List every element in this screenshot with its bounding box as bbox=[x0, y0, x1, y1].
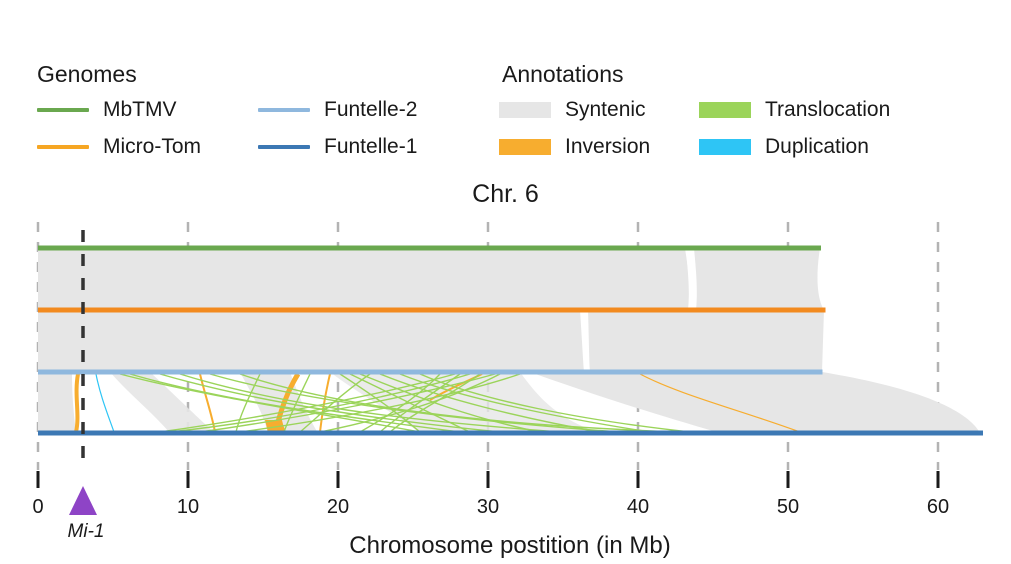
syntenic-block-funtelle2-funtelle1-d bbox=[240, 372, 318, 433]
legend-swatch bbox=[699, 139, 751, 155]
x-tick-label: 0 bbox=[32, 496, 43, 518]
x-axis-label: Chromosome postition (in Mb) bbox=[349, 532, 670, 559]
gap-line bbox=[581, 311, 587, 371]
inversion bbox=[199, 373, 216, 433]
mi-1-marker-triangle bbox=[69, 486, 97, 515]
syntenic-block-funtelle2-funtelle1-b bbox=[530, 372, 980, 433]
duplication-ribbons bbox=[95, 373, 115, 433]
legend-item-funtelle-1: Funtelle-1 bbox=[258, 135, 417, 159]
legend-item-micro-tom: Micro-Tom bbox=[37, 135, 201, 159]
legend-swatch bbox=[499, 102, 551, 118]
legend-label: Funtelle-2 bbox=[324, 98, 418, 121]
translocation bbox=[419, 373, 691, 433]
chromosome-tracks bbox=[38, 245, 983, 436]
legend-label: Micro-Tom bbox=[103, 135, 201, 158]
translocation bbox=[359, 373, 541, 433]
translocation bbox=[379, 373, 601, 433]
legend-item-syntenic: Syntenic bbox=[499, 98, 646, 122]
translocation bbox=[235, 373, 261, 433]
legend-label: MbTMV bbox=[103, 98, 177, 121]
legend-swatch bbox=[37, 145, 89, 149]
x-tick-label: 10 bbox=[177, 496, 199, 518]
legend-item-inversion: Inversion bbox=[499, 135, 650, 159]
legend-item-duplication: Duplication bbox=[699, 135, 869, 159]
chart-title: Chr. 6 bbox=[472, 180, 539, 208]
syntenic-block-microtom-funtelle2-end bbox=[588, 310, 824, 372]
legend-label: Duplication bbox=[765, 135, 869, 158]
legend-swatch bbox=[499, 139, 551, 155]
legend-label: Syntenic bbox=[565, 98, 646, 121]
legend-label: Funtelle-1 bbox=[324, 135, 418, 158]
translocation bbox=[239, 373, 521, 433]
legend-genomes-title: Genomes bbox=[37, 61, 137, 87]
x-axis: 0 10 20 30 40 50 60 bbox=[32, 471, 949, 518]
legend-item-funtelle-2: Funtelle-2 bbox=[258, 98, 417, 122]
legend-item-mbtmv: MbTMV bbox=[37, 98, 177, 122]
legend-label: Translocation bbox=[765, 98, 891, 121]
x-tick-label: 50 bbox=[777, 496, 799, 518]
translocation bbox=[159, 373, 501, 433]
x-tick-label: 60 bbox=[927, 496, 949, 518]
syntenic-block-funtelle2-funtelle1-c bbox=[110, 372, 215, 433]
syntenic-ribbons bbox=[38, 248, 980, 433]
translocation bbox=[179, 373, 561, 433]
legend-annotations-title: Annotations bbox=[502, 61, 624, 87]
syntenic-block-mbtmv-microtom-end bbox=[694, 248, 824, 310]
translocation-ribbons bbox=[119, 373, 691, 433]
mi-1-marker-label: Mi-1 bbox=[68, 521, 105, 542]
inversion bbox=[74, 373, 80, 433]
gap-line bbox=[691, 249, 697, 310]
translocation bbox=[159, 373, 456, 433]
duplication bbox=[95, 373, 115, 433]
syntenic-gaps bbox=[581, 249, 697, 371]
legend-swatch bbox=[258, 145, 310, 149]
syntenic-block-microtom-funtelle2 bbox=[38, 310, 584, 372]
legend-item-translocation: Translocation bbox=[699, 98, 890, 122]
translocation bbox=[299, 373, 371, 433]
gap-line bbox=[685, 249, 692, 310]
x-tick-label: 30 bbox=[477, 496, 499, 518]
legend-label: Inversion bbox=[565, 135, 651, 158]
translocation bbox=[129, 373, 461, 433]
legend-swatch bbox=[37, 108, 89, 112]
translocation bbox=[339, 373, 421, 433]
translocation bbox=[319, 373, 501, 433]
x-tick-label: 20 bbox=[327, 496, 349, 518]
translocation bbox=[169, 373, 471, 433]
x-tick-label: 40 bbox=[627, 496, 649, 518]
syntenic-block-funtelle2-funtelle1-a bbox=[38, 372, 76, 433]
translocation bbox=[379, 373, 461, 433]
translocation bbox=[283, 373, 311, 433]
translocation bbox=[199, 373, 496, 433]
legend-swatch bbox=[258, 108, 310, 112]
inversion bbox=[639, 373, 801, 433]
legend-swatch bbox=[699, 102, 751, 118]
syntenic-block-mbtmv-microtom bbox=[38, 248, 689, 310]
translocation bbox=[399, 373, 651, 433]
